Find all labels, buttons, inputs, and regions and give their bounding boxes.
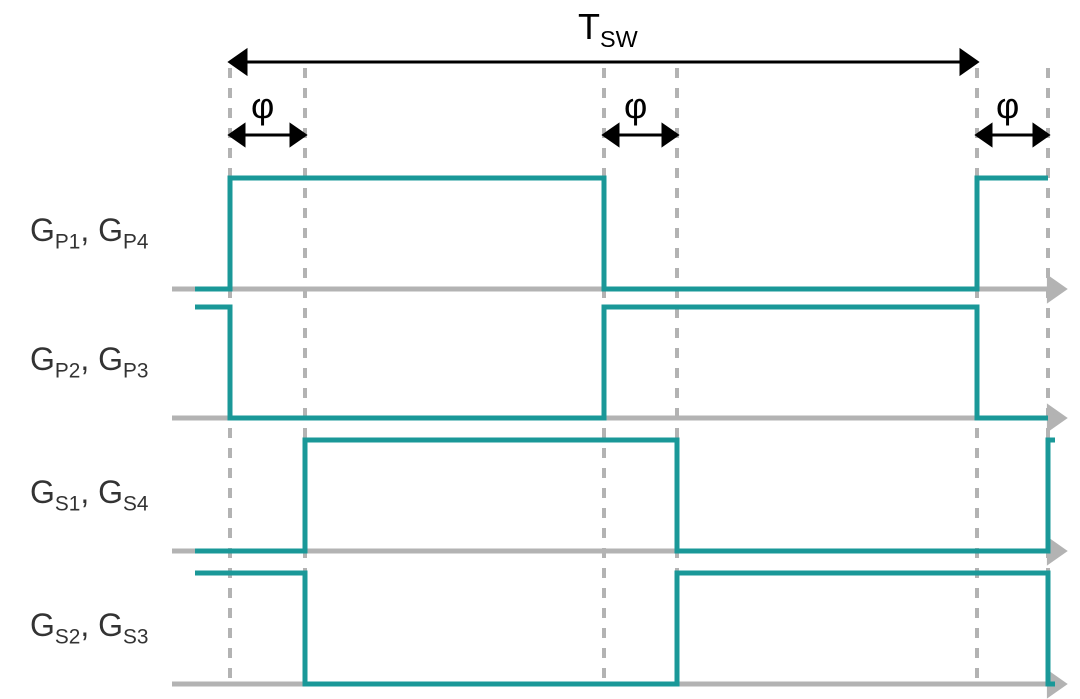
waveform-gs2-gs3 bbox=[195, 573, 1055, 684]
waveform-gp2-gp3 bbox=[195, 307, 1048, 418]
row-label-gp1-gp4: GP1, GP4 bbox=[30, 212, 148, 254]
phi-label-0: φ bbox=[251, 85, 274, 127]
phi-label-1: φ bbox=[624, 85, 647, 127]
phi-arrow-1 bbox=[604, 125, 677, 145]
waveform-gp1-gp4 bbox=[195, 178, 1048, 289]
timing-svg bbox=[0, 0, 1080, 699]
row-label-gp2-gp3: GP2, GP3 bbox=[30, 341, 148, 383]
waveform-gs1-gs4 bbox=[195, 440, 1055, 551]
phi-label-2: φ bbox=[996, 85, 1019, 127]
timing-diagram: { "type": "timing-diagram", "canvas": { … bbox=[0, 0, 1080, 699]
row-label-gs1-gs4: GS1, GS4 bbox=[30, 474, 148, 516]
phi-arrow-0 bbox=[230, 125, 305, 145]
tsw-label: TSW bbox=[578, 6, 638, 53]
row-label-gs2-gs3: GS2, GS3 bbox=[30, 607, 148, 649]
phi-arrow-2 bbox=[977, 125, 1048, 145]
